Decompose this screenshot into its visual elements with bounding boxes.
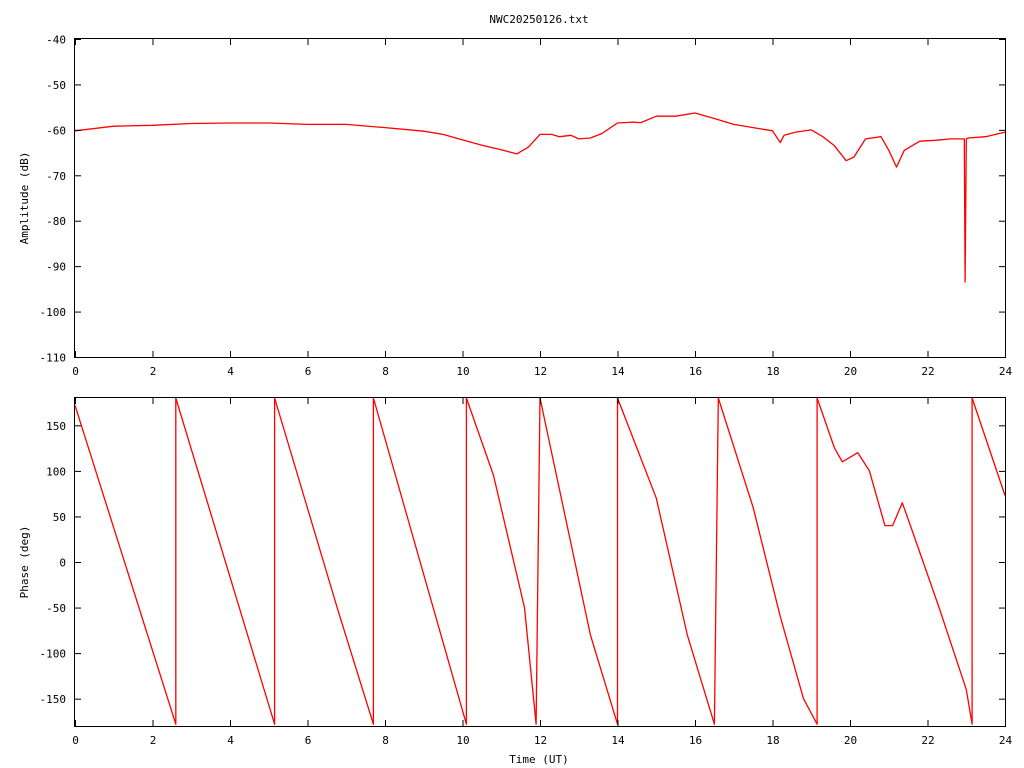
amplitude-ytick-label: -80	[46, 215, 66, 228]
amplitude-plot-frame	[74, 38, 1006, 358]
phase-ytick-label: 150	[46, 420, 66, 433]
phase-panel: Phase (deg) Time (UT) 0 2 4 6 8 10 12 14 16 18 20 2…	[18, 397, 1013, 766]
amplitude-ytick-label: -40	[46, 34, 66, 47]
phase-xtick-label: 4	[227, 734, 234, 747]
phase-xtick-label: 10	[456, 734, 469, 747]
amplitude-xtick-label: 16	[689, 365, 702, 378]
phase-xtick-label: 18	[766, 734, 779, 747]
amplitude-ytick-label: -90	[46, 261, 66, 274]
amplitude-ytick-label: -100	[40, 306, 67, 319]
amplitude-series-group	[74, 112, 1006, 283]
amplitude-ytick-label: -110	[40, 352, 67, 365]
phase-ytick-label: -150	[40, 693, 67, 706]
amplitude-xtick-label: 14	[611, 365, 625, 378]
phase-xtick-label: 20	[844, 734, 857, 747]
amplitude-xtick-label: 12	[534, 365, 547, 378]
phase-ytick-label: 50	[53, 511, 66, 524]
phase-plot-frame	[74, 397, 1006, 727]
phase-y-label: Phase (deg)	[18, 526, 31, 599]
phase-series-line	[74, 397, 1006, 725]
phase-xtick-label: 14	[611, 734, 625, 747]
phase-xtick-label: 22	[921, 734, 934, 747]
phase-series-group	[74, 397, 1006, 725]
amplitude-xtick-label: 22	[921, 365, 934, 378]
chart-title: NWC20250126.txt	[489, 13, 588, 26]
phase-xtick-label: 2	[150, 734, 157, 747]
phase-xtick-label: 12	[534, 734, 547, 747]
amplitude-xtick-label: 24	[999, 365, 1013, 378]
phase-xtick-label: 8	[382, 734, 389, 747]
amplitude-xtick-label: 0	[72, 365, 79, 378]
amplitude-panel: Amplitude (dB) 0 2 4 6 8 10 12 14 16 18 20 22 24-40-…	[18, 34, 1012, 379]
amplitude-xtick-label: 2	[150, 365, 157, 378]
amplitude-xtick-label: 18	[766, 365, 779, 378]
phase-xtick-label: 0	[72, 734, 79, 747]
phase-ytick-label: -100	[40, 648, 67, 661]
amplitude-ytick-label: -50	[46, 79, 66, 92]
amplitude-series-line	[74, 112, 1006, 283]
amplitude-xtick-label: 10	[456, 365, 469, 378]
amplitude-ytick-label: -70	[46, 170, 66, 183]
phase-ytick-label: 100	[46, 465, 66, 478]
phase-xtick-label: 24	[999, 734, 1013, 747]
amplitude-xtick-label: 6	[305, 365, 312, 378]
phase-xtick-label: 16	[689, 734, 702, 747]
amplitude-xtick-label: 8	[382, 365, 389, 378]
phase-x-label: Time (UT)	[509, 753, 569, 766]
phase-xtick-label: 6	[305, 734, 312, 747]
phase-ytick-label: 0	[59, 557, 66, 570]
phase-ytick-label: -50	[46, 602, 66, 615]
amplitude-xtick-label: 4	[227, 365, 234, 378]
amplitude-ytick-label: -60	[46, 124, 66, 137]
amplitude-y-label: Amplitude (dB)	[18, 152, 31, 245]
amplitude-xtick-label: 20	[844, 365, 857, 378]
